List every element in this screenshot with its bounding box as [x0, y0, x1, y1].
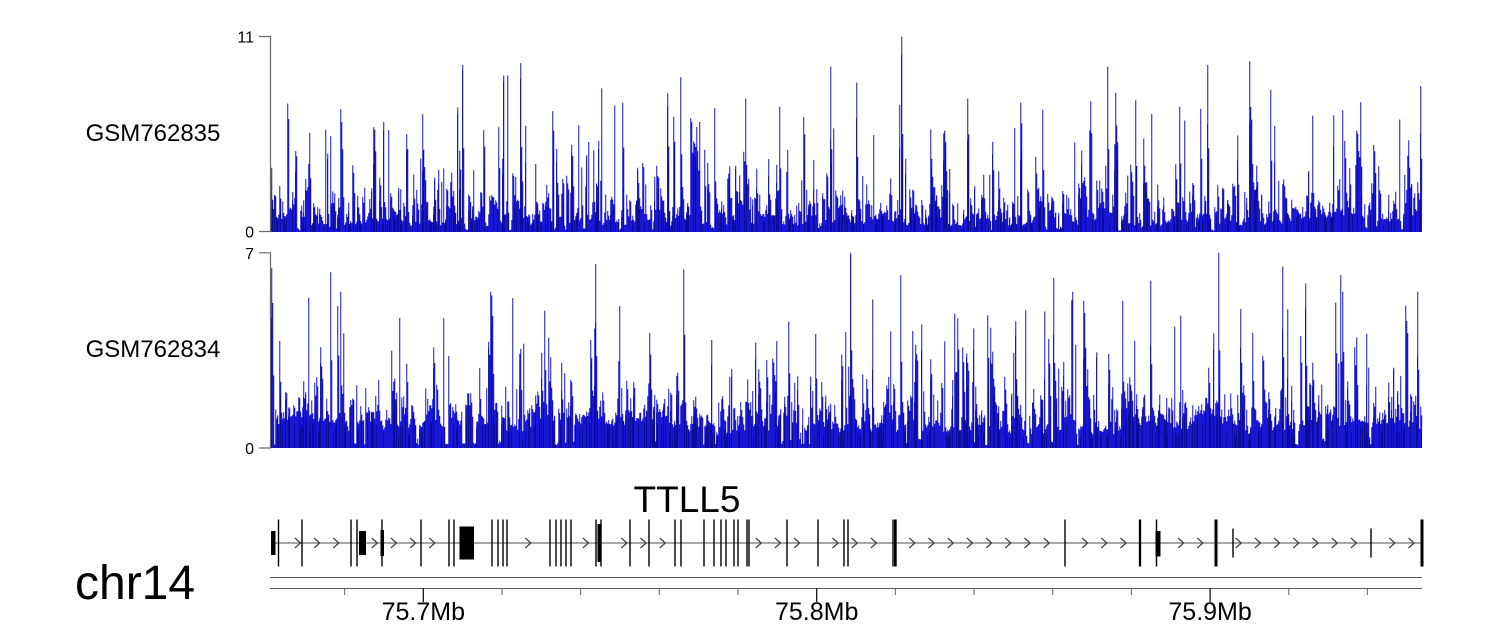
svg-text:0: 0 [245, 225, 254, 242]
svg-text:TTLL5: TTLL5 [634, 479, 741, 520]
svg-text:75.8Mb: 75.8Mb [775, 598, 858, 626]
svg-text:0: 0 [245, 441, 254, 458]
svg-text:75.7Mb: 75.7Mb [382, 598, 465, 626]
svg-text:GSM762835: GSM762835 [86, 120, 221, 147]
svg-text:GSM762834: GSM762834 [86, 336, 221, 363]
svg-text:75.9Mb: 75.9Mb [1168, 598, 1251, 626]
svg-text:chr14: chr14 [75, 557, 195, 610]
svg-text:11: 11 [237, 30, 254, 47]
svg-text:7: 7 [245, 246, 254, 263]
